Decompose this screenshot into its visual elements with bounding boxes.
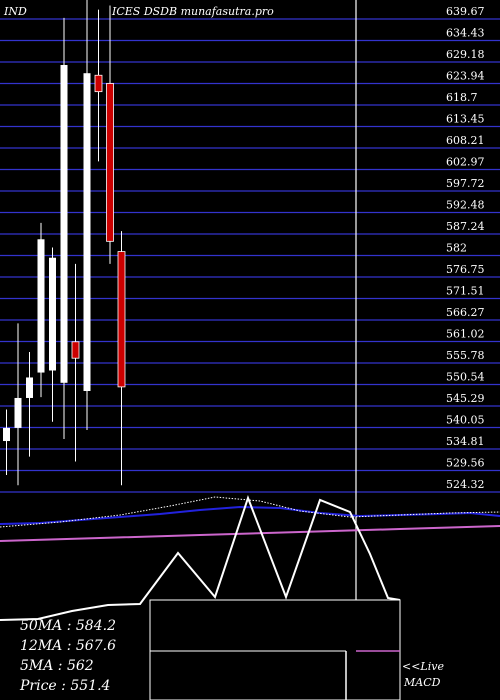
title-right: ICES DSDB munafasutra.pro: [111, 5, 274, 18]
price-tick-label: 576.75: [446, 263, 485, 276]
price-tick-label: 550.54: [446, 370, 485, 383]
price-tick-label: 545.29: [446, 392, 485, 405]
price-tick-label: 524.32: [446, 478, 485, 491]
candle-body: [117, 251, 126, 388]
live-macd-label: <<Live MACD: [402, 660, 444, 689]
ma50-line: [0, 505, 500, 525]
price-tick-label: 623.94: [446, 70, 485, 83]
candle-body: [60, 65, 68, 383]
price-tick-label: 529.56: [446, 457, 485, 470]
price-tick-label: 618.7: [446, 91, 478, 104]
price-tick-label: 634.43: [446, 26, 485, 39]
title-left: IND: [3, 5, 27, 18]
price-tick-label: 566.27: [446, 306, 485, 319]
price-tick-label: 592.48: [446, 199, 485, 212]
candle-body: [14, 397, 22, 428]
candlestick-series: [3, 0, 126, 486]
candle-body: [3, 427, 10, 442]
price-tick-label: 540.05: [446, 413, 485, 426]
price-tick-label: 629.18: [446, 48, 485, 61]
candle-body: [26, 377, 33, 398]
price-tick-label: 587.24: [446, 220, 485, 233]
price-tick-label: 582: [446, 241, 467, 254]
price-tick-label: 597.72: [446, 177, 485, 190]
price-tick-label: 555.78: [446, 349, 485, 362]
ma12-line: [0, 496, 500, 528]
moving-average-lines: [0, 496, 500, 542]
ma5-label: 5MA : 562: [20, 658, 94, 674]
candle-body: [83, 73, 91, 391]
price-tick-label: 608.21: [446, 134, 485, 147]
price-gridlines: [0, 18, 500, 493]
price-tick-label: 571.51: [446, 284, 485, 297]
price-tick-label: 613.45: [446, 113, 485, 126]
candle-body: [37, 239, 45, 373]
ma50-label: 50MA : 584.2: [20, 618, 116, 634]
candle-body: [106, 83, 114, 242]
price-tick-label: 602.97: [446, 155, 485, 168]
macd-panel: [0, 495, 401, 700]
macd-box: [149, 599, 401, 700]
candle-body: [49, 257, 56, 371]
candle-body: [71, 341, 80, 359]
price-axis: 639.67 634.43 629.18 623.94 618.7 613.45 608.2…: [446, 5, 485, 491]
macd-line: [0, 495, 401, 621]
price-tick-label: 561.02: [446, 328, 485, 341]
price-label: Price : 551.4: [19, 678, 110, 694]
candle-body: [94, 74, 103, 93]
ma5-line: [0, 525, 500, 542]
price-tick-label: 639.67: [446, 5, 485, 18]
price-tick-label: 534.81: [446, 435, 485, 448]
ma12-label: 12MA : 567.6: [20, 638, 116, 654]
